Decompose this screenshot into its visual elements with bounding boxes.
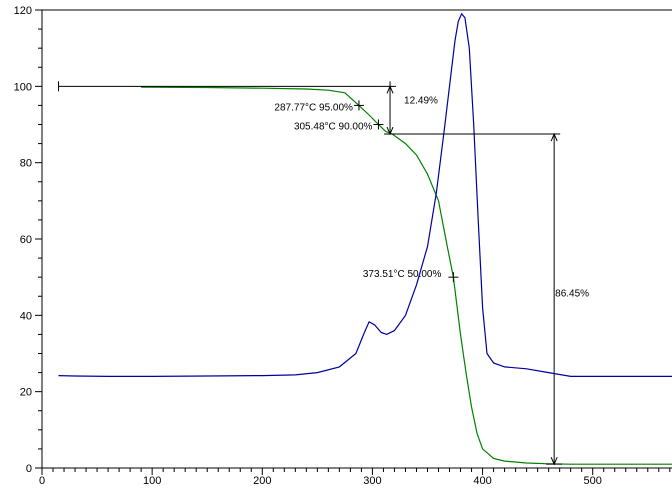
x-tick-label: 100	[143, 475, 161, 487]
x-tick-label: 400	[473, 475, 491, 487]
chart-axes	[41, 9, 672, 469]
x-tick-label: 200	[253, 475, 271, 487]
chart-series	[58, 12, 672, 465]
x-tick-label: 0	[39, 475, 45, 487]
label-95: 287.77°C 95.00%	[274, 102, 353, 113]
y-tick-label: 40	[20, 310, 32, 322]
y-tick-label: 20	[20, 387, 32, 399]
chart-annotations: 287.77°C 95.00% 305.48°C 90.00% 373.51°C 5…	[58, 81, 589, 466]
x-tick-label: 300	[363, 475, 381, 487]
y-tick-label: 80	[20, 158, 32, 170]
step1-label: 12.49%	[404, 96, 438, 107]
y-tick-label: 0	[26, 463, 32, 475]
y-tick-label: 120	[14, 5, 32, 17]
derivative-curve	[58, 12, 672, 377]
mass-loss-curve	[141, 86, 672, 465]
label-50: 373.51°C 50.00%	[363, 269, 442, 280]
chart-ticks: 0 20 40 60 80 100 120 0 100 200 300 400 500	[14, 5, 671, 487]
step1-arrow-up	[386, 85, 394, 94]
step2-arrow-up	[550, 132, 558, 142]
step2-label: 86.45%	[555, 288, 589, 299]
x-tick-label: 500	[584, 475, 602, 487]
y-tick-label: 60	[20, 234, 32, 246]
y-tick-label: 100	[14, 81, 32, 93]
label-90: 305.48°C 90.00%	[294, 122, 373, 133]
